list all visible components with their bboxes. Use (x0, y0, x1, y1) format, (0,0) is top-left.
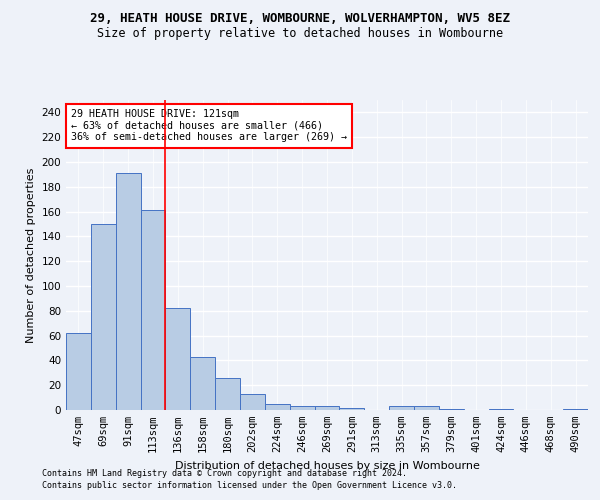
Bar (140, 210, 166, 410)
Bar (240, 394, 265, 410)
Bar (439, 409, 464, 410)
Bar (563, 409, 588, 410)
Text: Size of property relative to detached houses in Wombourne: Size of property relative to detached ho… (97, 28, 503, 40)
Bar (116, 173, 140, 410)
Y-axis label: Number of detached properties: Number of detached properties (26, 168, 36, 342)
Text: 29, HEATH HOUSE DRIVE, WOMBOURNE, WOLVERHAMPTON, WV5 8EZ: 29, HEATH HOUSE DRIVE, WOMBOURNE, WOLVER… (90, 12, 510, 26)
Bar (290, 406, 314, 410)
Bar (215, 378, 240, 410)
Text: 29 HEATH HOUSE DRIVE: 121sqm
← 63% of detached houses are smaller (466)
36% of s: 29 HEATH HOUSE DRIVE: 121sqm ← 63% of de… (71, 110, 347, 142)
Bar (488, 409, 514, 410)
Bar (340, 408, 364, 410)
Text: Contains HM Land Registry data © Crown copyright and database right 2024.: Contains HM Land Registry data © Crown c… (42, 468, 407, 477)
Bar (66, 333, 91, 410)
Bar (190, 356, 215, 410)
Bar (166, 308, 190, 410)
Text: Contains public sector information licensed under the Open Government Licence v3: Contains public sector information licen… (42, 481, 457, 490)
Bar (314, 406, 340, 410)
Bar (389, 406, 414, 410)
X-axis label: Distribution of detached houses by size in Wombourne: Distribution of detached houses by size … (175, 460, 479, 470)
Bar (414, 406, 439, 410)
Bar (265, 404, 290, 410)
Bar (91, 224, 116, 410)
